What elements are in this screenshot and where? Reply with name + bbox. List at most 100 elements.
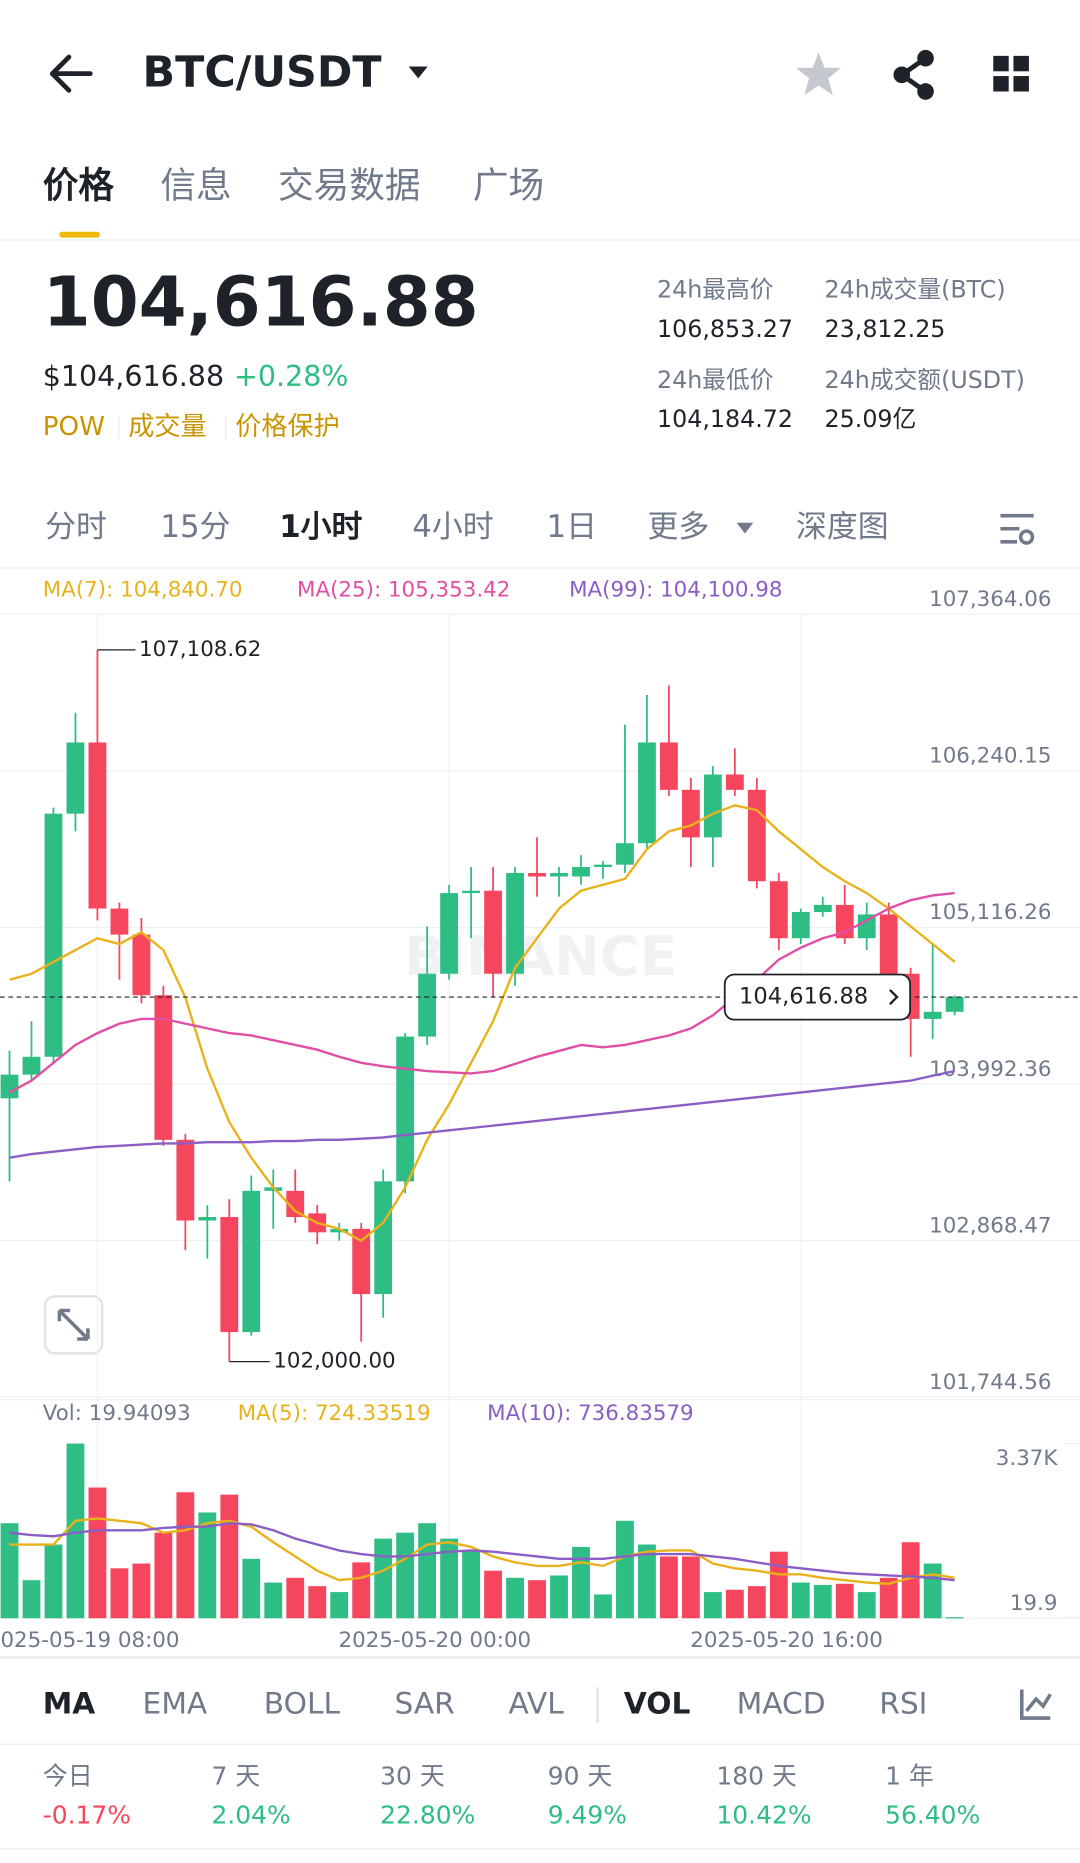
volume-bar (572, 1546, 590, 1619)
pair-dropdown[interactable] (408, 66, 428, 79)
y-tick-label: 106,240.15 (929, 744, 1051, 769)
volume-bar (681, 1556, 700, 1619)
candle-body (176, 1139, 195, 1221)
volume-bar (264, 1582, 283, 1619)
volume-bar (747, 1586, 766, 1619)
y-tick-label: 107,364.06 (929, 587, 1051, 612)
tab[interactable]: 交易数据 (278, 166, 421, 207)
volume-bar (550, 1575, 568, 1619)
ma-line (9, 804, 956, 1243)
pair-title[interactable]: BTC/USDT (143, 47, 382, 97)
interval-more[interactable] (736, 522, 754, 534)
indicator-tab[interactable]: MA (43, 1686, 96, 1721)
volume-bar (198, 1512, 217, 1619)
candle-body (198, 1217, 217, 1221)
interval-tab[interactable]: 更多 (648, 509, 710, 545)
candle-body (462, 890, 480, 894)
interval-tab[interactable]: 15分 (160, 509, 230, 545)
perf-value: 10.42% (716, 1801, 811, 1830)
x-tick-label: 2025-05-20 16:00 (690, 1628, 883, 1653)
tab[interactable]: 广场 (473, 166, 544, 207)
interval-tab[interactable]: 1小时 (279, 509, 362, 545)
indicator-tab[interactable]: AVL (509, 1686, 565, 1721)
favorite-star[interactable] (796, 52, 842, 96)
volume-bar (791, 1582, 810, 1619)
candle-body (594, 864, 612, 868)
indicator-tab[interactable]: BOLL (264, 1686, 341, 1721)
tab[interactable]: 信息 (160, 166, 231, 207)
candle-body (154, 995, 173, 1140)
share-button[interactable] (893, 49, 934, 100)
candle-body (528, 873, 546, 877)
y-tick-label: 105,116.26 (929, 900, 1051, 925)
candle-body (572, 867, 590, 877)
back-button[interactable] (49, 54, 93, 93)
volume-title: Vol: 19.94093 (43, 1401, 191, 1426)
volume-bar (484, 1570, 502, 1619)
candle-body (660, 742, 678, 790)
y-tick-label: 101,744.56 (929, 1370, 1051, 1395)
volume-bar (528, 1580, 546, 1619)
candle-body (44, 813, 63, 1057)
ma-line (9, 1069, 955, 1159)
chart-settings[interactable] (1000, 513, 1035, 545)
perf-value: -0.17% (43, 1801, 131, 1830)
indicator-settings[interactable] (1020, 1689, 1052, 1720)
candle-body (945, 997, 964, 1012)
volume-bar (352, 1562, 371, 1619)
indicator-tab[interactable]: EMA (143, 1686, 208, 1721)
indicator-tab[interactable]: MACD (737, 1686, 826, 1721)
candle-body (747, 789, 766, 882)
perf-value: 2.04% (211, 1801, 290, 1830)
volume-bar (660, 1556, 678, 1619)
candle-body (22, 1056, 41, 1075)
usd-price: $104,616.88 (43, 360, 224, 393)
candle-body (286, 1190, 305, 1218)
tag[interactable]: POW (43, 412, 105, 442)
volume-bar (22, 1580, 41, 1619)
last-price-label: 104,616.88 (739, 984, 868, 1010)
volume-bar (703, 1592, 722, 1619)
indicator-tab[interactable]: RSI (879, 1686, 927, 1721)
tag[interactable]: 成交量 (128, 412, 206, 442)
volume-bar (462, 1550, 480, 1619)
volume-bar (132, 1563, 151, 1619)
last-price-tag[interactable] (723, 973, 911, 1021)
price-change: +0.28% (234, 360, 348, 393)
volume-bar (945, 1617, 964, 1619)
vol-ma-legend: MA(5): 724.33519 (238, 1401, 431, 1426)
volume-bar (242, 1558, 261, 1619)
candle-body (0, 1074, 19, 1099)
interval-tab[interactable]: 1日 (547, 509, 598, 545)
indicator-tab[interactable]: SAR (394, 1686, 454, 1721)
stat-label: 24h最高价 (657, 276, 774, 304)
volume-bar (374, 1538, 393, 1619)
y-tick-label: 102,868.47 (929, 1213, 1051, 1238)
indicator-tab[interactable]: VOL (624, 1686, 691, 1721)
tab[interactable]: 价格 (43, 166, 115, 207)
interval-tab[interactable]: 分时 (45, 509, 107, 545)
volume-bar (418, 1523, 437, 1619)
perf-value: 56.40% (885, 1801, 980, 1830)
candle-body (923, 1011, 942, 1019)
expand-button[interactable] (43, 1295, 104, 1355)
min-label: 102,000.00 (273, 1349, 395, 1374)
perf-label: 180 天 (716, 1761, 797, 1790)
candle-body (681, 789, 700, 838)
stat-label: 24h成交量(BTC) (825, 276, 1006, 304)
volume-bar (308, 1586, 327, 1619)
tab-indicator (59, 231, 100, 238)
candle-body (638, 742, 656, 844)
interval-tab[interactable]: 深度图 (796, 509, 889, 545)
x-tick-label: 2025-05-20 00:00 (339, 1628, 532, 1653)
volume-bar (110, 1568, 129, 1619)
tag[interactable]: 价格保护 (235, 412, 340, 442)
interval-tab[interactable]: 4小时 (412, 509, 493, 545)
volume-bar (616, 1520, 634, 1619)
volume-bar (286, 1577, 305, 1619)
layout-button[interactable] (993, 55, 1029, 92)
volume-bar (769, 1551, 788, 1619)
stat-value: 23,812.25 (825, 315, 946, 343)
ma-line (8, 891, 955, 1094)
